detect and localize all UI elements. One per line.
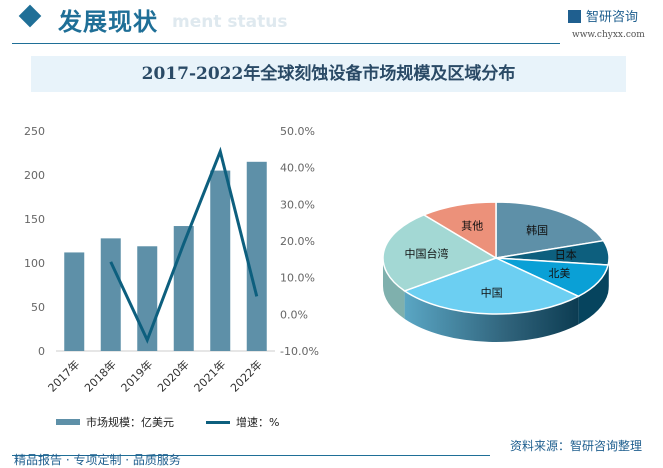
pie-label: 中国 (481, 287, 503, 300)
pie-label: 北美 (548, 267, 570, 280)
y-tick-label: 100 (24, 257, 45, 270)
y2-tick-label: 40.0% (280, 162, 315, 175)
pie-label: 韩国 (526, 223, 548, 237)
legend-swatch-line (206, 420, 230, 424)
bar (246, 161, 267, 351)
x-tick-label: 2018年 (81, 357, 118, 394)
footer-divider (12, 455, 490, 456)
header-title: 发展现状 (58, 8, 158, 36)
x-tick-label: 2020年 (154, 357, 191, 394)
pie-side (404, 290, 579, 342)
pie-slice (382, 214, 498, 292)
pie-label: 其他 (461, 219, 483, 232)
y2-tick-label: 10.0% (280, 272, 315, 285)
header-divider (12, 43, 560, 44)
brand-url: www.chyxx.com (572, 30, 645, 40)
y-tick-label: 50 (31, 301, 45, 314)
pie-slice (402, 257, 581, 315)
legend-label-bar: 市场规模：亿美元 (86, 416, 174, 429)
y2-tick-label: 30.0% (280, 198, 315, 211)
slogan: 精品报告 · 专项定制 · 品质服务 (14, 453, 181, 467)
x-tick-label: 2021年 (191, 357, 228, 394)
pie-slice (495, 257, 610, 298)
bar-line-chart: 0 50 100 150 200 250 -10.0% 0.0% 10.0% 20.0% 30.0%… (24, 125, 319, 395)
pie-label: 日本 (555, 248, 577, 262)
source-note: 资料来源：智研咨询整理 (510, 439, 643, 453)
brand-logo: 智研咨询 (568, 6, 638, 25)
bar (64, 252, 85, 351)
logo-icon (568, 10, 581, 23)
diamond-icon (18, 4, 42, 28)
brand-name: 智研咨询 (586, 10, 639, 25)
pie-label: 中国台湾 (404, 247, 448, 261)
y2-tick-label: 20.0% (280, 235, 315, 248)
x-tick-label: 2022年 (227, 357, 264, 394)
bar (100, 238, 121, 351)
x-tick-label: 2019年 (118, 357, 155, 394)
y2-tick-label: 50.0% (280, 125, 315, 138)
y2-tick-label: -10.0% (280, 345, 319, 358)
x-tick-label: 2017年 (45, 357, 82, 394)
pie-slice (495, 201, 605, 259)
y-tick-label: 250 (24, 125, 45, 138)
pie-slice (422, 201, 497, 260)
legend-swatch-bar (56, 419, 80, 425)
y-tick-label: 0 (38, 345, 45, 358)
header-subtitle: ment status (172, 12, 288, 32)
legend: 市场规模：亿美元 增速：% (56, 414, 279, 430)
chart-title-bar: 2017-2022年全球刻蚀设备市场规模及区域分布 (31, 56, 626, 92)
y-tick-label: 150 (24, 213, 45, 226)
bar (137, 246, 158, 351)
bar (210, 170, 231, 351)
pie-side (383, 258, 405, 319)
legend-label-line: 增速：% (236, 416, 280, 429)
y-tick-label: 200 (24, 169, 45, 182)
y2-tick-label: 0.0% (280, 308, 308, 321)
chart-title: 2017-2022年全球刻蚀设备市场规模及区域分布 (141, 64, 516, 84)
